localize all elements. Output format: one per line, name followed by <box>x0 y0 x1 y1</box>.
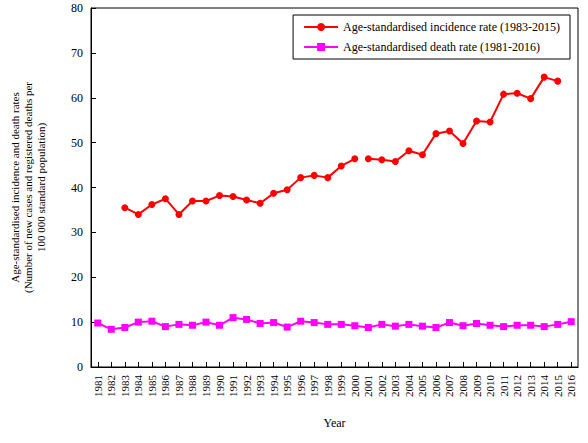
svg-text:70: 70 <box>71 46 83 60</box>
svg-text:1981: 1981 <box>92 375 104 397</box>
svg-text:1986: 1986 <box>159 375 171 398</box>
svg-text:2010: 2010 <box>484 375 496 398</box>
svg-text:Age-standardised incidence rat: Age-standardised incidence rate (1983-20… <box>343 20 560 34</box>
svg-text:10: 10 <box>71 315 83 329</box>
svg-text:2003: 2003 <box>389 375 401 398</box>
svg-text:1984: 1984 <box>132 375 144 398</box>
svg-text:50: 50 <box>71 136 83 150</box>
svg-text:2005: 2005 <box>416 375 428 398</box>
svg-text:0: 0 <box>77 360 83 374</box>
svg-text:(Number of new cases and regis: (Number of new cases and registered deat… <box>22 82 35 293</box>
svg-text:1989: 1989 <box>200 375 212 398</box>
svg-text:1994: 1994 <box>268 375 280 398</box>
svg-text:2004: 2004 <box>403 375 415 398</box>
svg-text:2012: 2012 <box>511 375 523 397</box>
svg-text:2007: 2007 <box>443 375 455 398</box>
svg-text:100 000 standard population): 100 000 standard population) <box>35 123 48 253</box>
svg-text:80: 80 <box>71 1 83 15</box>
svg-text:2015: 2015 <box>552 375 564 398</box>
svg-text:60: 60 <box>71 91 83 105</box>
svg-text:40: 40 <box>71 181 83 195</box>
svg-text:1999: 1999 <box>335 375 347 398</box>
svg-text:30: 30 <box>71 225 83 239</box>
svg-text:2013: 2013 <box>525 375 537 398</box>
svg-text:1993: 1993 <box>254 375 266 398</box>
svg-text:1991: 1991 <box>227 375 239 397</box>
svg-text:Year: Year <box>323 416 345 430</box>
svg-text:Age-standardised death rate (1: Age-standardised death rate (1981-2016) <box>343 40 540 54</box>
svg-text:2001: 2001 <box>362 375 374 397</box>
svg-text:1985: 1985 <box>146 375 158 398</box>
svg-text:2011: 2011 <box>498 375 510 397</box>
svg-text:1996: 1996 <box>295 375 307 398</box>
svg-text:2014: 2014 <box>538 375 550 398</box>
svg-text:1990: 1990 <box>214 375 226 398</box>
svg-text:Age-standardised incidence and: Age-standardised incidence and death rat… <box>9 92 21 283</box>
svg-text:1998: 1998 <box>322 375 334 398</box>
svg-text:2000: 2000 <box>349 375 361 398</box>
svg-text:1992: 1992 <box>241 375 253 397</box>
svg-text:1982: 1982 <box>105 375 117 397</box>
svg-text:1988: 1988 <box>186 375 198 398</box>
svg-text:1983: 1983 <box>119 375 131 398</box>
svg-text:2009: 2009 <box>471 375 483 398</box>
svg-text:2006: 2006 <box>430 375 442 398</box>
svg-text:1997: 1997 <box>308 375 320 398</box>
svg-text:1987: 1987 <box>173 375 185 398</box>
svg-text:2008: 2008 <box>457 375 469 398</box>
svg-text:2016: 2016 <box>565 375 577 398</box>
svg-text:2002: 2002 <box>376 375 388 397</box>
svg-text:20: 20 <box>71 270 83 284</box>
svg-text:1995: 1995 <box>281 375 293 398</box>
